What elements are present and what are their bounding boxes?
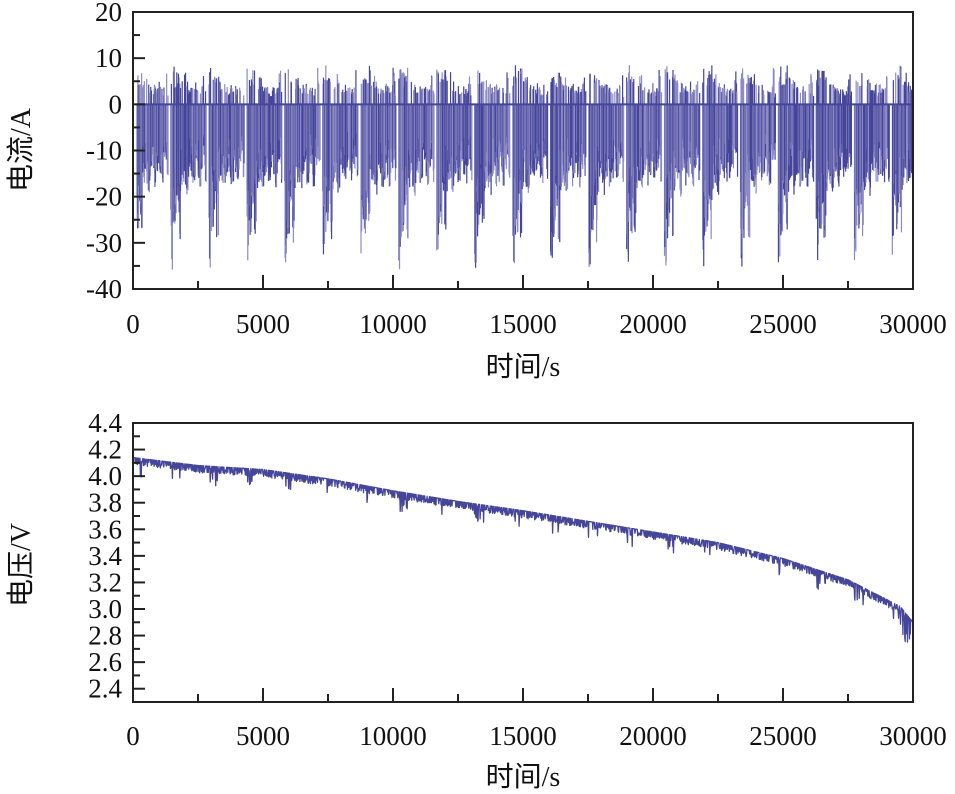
x-tick-label: 30000 [879,309,947,339]
x-tick-label: 5000 [236,721,290,751]
voltage-series [132,456,914,643]
y-tick-label: 4.2 [88,435,122,465]
x-tick-label: 20000 [619,309,687,339]
current-y-axis-label: 电流/A [5,107,37,192]
y-tick-label: -10 [86,136,122,166]
x-tick-label: 15000 [489,309,557,339]
y-tick-label: -20 [86,182,122,212]
y-tick-label: 20 [95,0,122,27]
x-tick-label: 5000 [236,309,290,339]
x-tick-label: 25000 [749,309,817,339]
voltage-chart: 0 5000 10000 15000 20000 25000 300004.44.24.03… [5,408,947,793]
x-tick-label: 0 [126,721,140,751]
y-tick-label: 0 [109,89,123,119]
x-tick-label: 10000 [359,721,427,751]
y-tick-label: 2.8 [88,621,122,651]
x-tick-label: 20000 [619,721,687,751]
y-tick-label: 10 [95,43,122,73]
x-tick-label: 15000 [489,721,557,751]
x-tick-label: 0 [126,309,140,339]
x-tick-label: 10000 [359,309,427,339]
current-series [136,65,914,270]
y-tick-label: 4.0 [88,461,122,491]
x-tick-label: 25000 [749,721,817,751]
x-tick-label: 30000 [879,721,947,751]
y-tick-label: -40 [86,274,122,304]
y-tick-label: 3.8 [88,488,122,518]
y-tick-label: 3.0 [88,594,122,624]
y-tick-label: 3.6 [88,514,122,544]
current-x-axis-label: 时间/s [486,351,561,383]
voltage-x-axis-label: 时间/s [486,761,561,793]
y-tick-label: 3.2 [88,567,122,597]
y-tick-label: -30 [86,228,122,258]
y-tick-label: 4.4 [88,408,122,438]
y-tick-label: 2.4 [88,674,122,704]
voltage-line [132,456,914,643]
current-chart: 0 5000 10000 15000 20000 25000 30000 20 10 0 -10 -2… [5,0,947,383]
voltage-y-axis-label: 电压/V [5,523,37,607]
y-tick-label: 3.4 [88,541,122,571]
y-tick-label: 2.6 [88,647,122,677]
